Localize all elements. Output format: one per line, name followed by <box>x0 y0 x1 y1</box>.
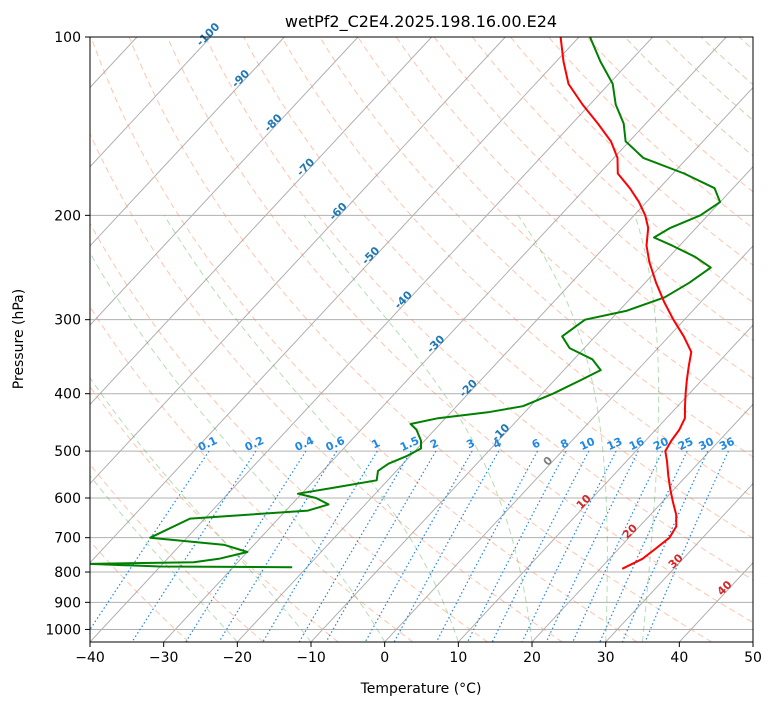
y-tick-label: 800 <box>54 565 81 581</box>
x-axis-label: Temperature (°C) <box>360 681 482 697</box>
x-tick-label: −20 <box>223 650 253 666</box>
x-tick-label: 50 <box>744 650 762 666</box>
y-tick-label: 500 <box>54 444 81 460</box>
x-tick-label: 20 <box>523 650 541 666</box>
y-axis-label: Pressure (hPa) <box>11 289 27 389</box>
x-tick-label: 0 <box>380 650 389 666</box>
y-tick-label: 300 <box>54 313 81 329</box>
y-tick-label: 700 <box>54 531 81 547</box>
y-tick-label: 200 <box>54 208 81 224</box>
y-tick-label: 600 <box>54 491 81 507</box>
y-tick-label: 400 <box>54 387 81 403</box>
x-tick-label: −10 <box>296 650 326 666</box>
x-tick-label: −40 <box>75 650 105 666</box>
x-tick-label: 30 <box>597 650 615 666</box>
x-tick-label: 40 <box>670 650 688 666</box>
x-tick-label: −30 <box>149 650 179 666</box>
y-tick-label: 100 <box>54 30 81 46</box>
y-tick-label: 900 <box>54 595 81 611</box>
chart-title: wetPf2_C2E4.2025.198.16.00.E24 <box>285 12 557 32</box>
y-tick-label: 1000 <box>45 622 81 638</box>
x-tick-label: 10 <box>449 650 467 666</box>
